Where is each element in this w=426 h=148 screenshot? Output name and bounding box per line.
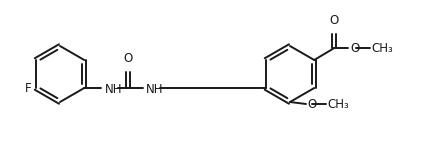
Text: F: F (25, 82, 32, 95)
Text: CH₃: CH₃ (371, 41, 393, 54)
Text: O: O (307, 98, 316, 111)
Text: CH₃: CH₃ (327, 98, 349, 111)
Text: NH: NH (146, 82, 164, 95)
Text: O: O (350, 41, 360, 54)
Text: O: O (330, 14, 339, 27)
Text: O: O (124, 52, 133, 65)
Text: NH: NH (105, 82, 123, 95)
